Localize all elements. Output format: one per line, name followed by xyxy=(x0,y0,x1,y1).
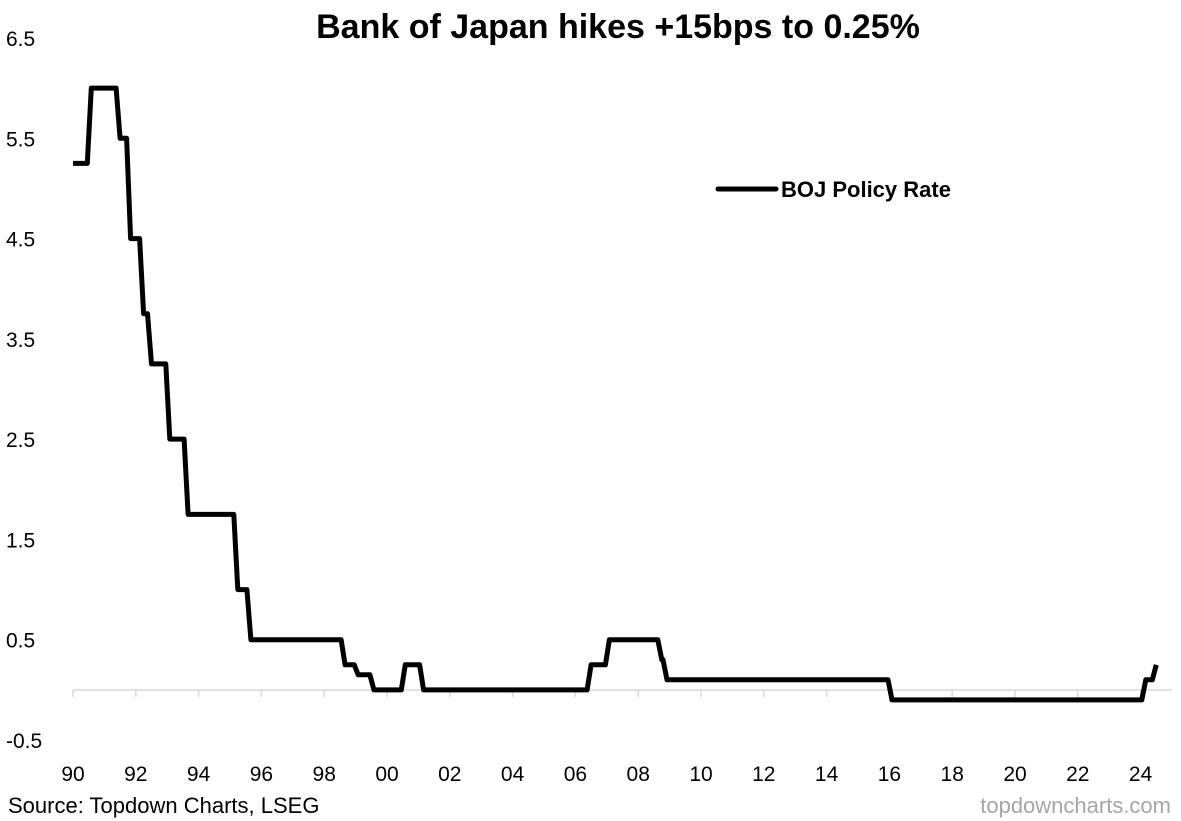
chart-title: Bank of Japan hikes +15bps to 0.25% xyxy=(316,8,920,46)
x-tick-label: 04 xyxy=(501,763,525,786)
y-tick-label: 2.5 xyxy=(6,429,35,452)
boj-policy-rate-line xyxy=(73,85,1159,703)
y-axis-ticks: 6.5 5.5 4.5 3.5 2.5 1.5 0.5 -0.5 xyxy=(6,28,42,753)
y-tick-label: 6.5 xyxy=(6,28,35,51)
legend-label: BOJ Policy Rate xyxy=(781,177,951,202)
x-tick-label: 22 xyxy=(1066,763,1089,786)
x-tick-label: 08 xyxy=(627,763,650,786)
x-tick-label: 10 xyxy=(689,763,712,786)
x-tick-label: 14 xyxy=(815,763,839,786)
x-axis-ticks: 90 92 94 96 98 00 02 04 06 08 10 12 14 16 18 20 22 24 xyxy=(61,763,1152,786)
x-tick-label: 12 xyxy=(752,763,775,786)
x-tick-label: 96 xyxy=(250,763,273,786)
x-tick-label: 00 xyxy=(375,763,398,786)
y-tick-label: 0.5 xyxy=(6,630,35,653)
x-axis-tickmarks xyxy=(72,690,1142,697)
x-tick-label: 90 xyxy=(61,763,84,786)
x-tick-label: 18 xyxy=(941,763,964,786)
legend: BOJ Policy Rate xyxy=(715,177,951,202)
source-note: Source: Topdown Charts, LSEG xyxy=(8,793,320,818)
y-tick-label: -0.5 xyxy=(6,730,42,753)
policy-rate-chart: Bank of Japan hikes +15bps to 0.25% 6.5 5… xyxy=(6,8,1172,786)
x-tick-label: 06 xyxy=(564,763,587,786)
watermark: topdowncharts.com xyxy=(980,793,1171,818)
x-tick-label: 20 xyxy=(1003,763,1026,786)
x-tick-label: 98 xyxy=(313,763,336,786)
x-tick-label: 02 xyxy=(438,763,461,786)
y-tick-label: 5.5 xyxy=(6,128,35,151)
x-tick-label: 24 xyxy=(1129,763,1153,786)
x-tick-label: 16 xyxy=(878,763,901,786)
x-tick-label: 92 xyxy=(124,763,147,786)
y-tick-label: 3.5 xyxy=(6,329,35,352)
y-tick-label: 4.5 xyxy=(6,229,35,252)
x-tick-label: 94 xyxy=(187,763,211,786)
y-tick-label: 1.5 xyxy=(6,529,35,552)
